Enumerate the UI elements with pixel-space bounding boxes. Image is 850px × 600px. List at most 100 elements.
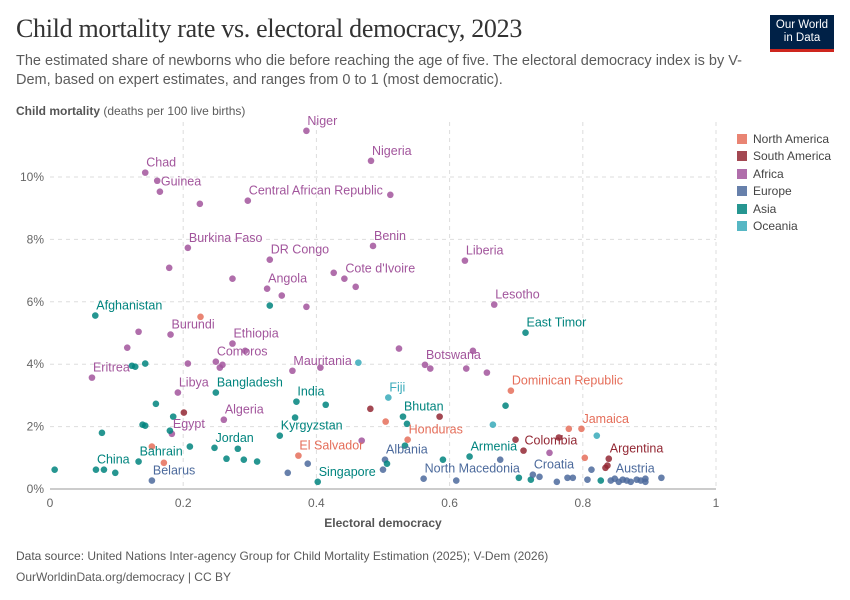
data-point[interactable]: [322, 401, 330, 409]
data-point[interactable]: [502, 402, 509, 409]
data-point[interactable]: [469, 347, 477, 355]
data-point[interactable]: [244, 197, 252, 205]
data-point[interactable]: [212, 389, 220, 396]
data-point[interactable]: [167, 331, 174, 338]
data-point[interactable]: [92, 466, 100, 473]
data-point[interactable]: [581, 454, 589, 462]
data-point[interactable]: [520, 447, 527, 454]
data-point[interactable]: [588, 466, 595, 473]
data-point[interactable]: [229, 340, 236, 347]
data-point[interactable]: [153, 177, 161, 185]
legend-item[interactable]: North America: [737, 130, 831, 148]
data-point[interactable]: [186, 443, 194, 450]
data-point[interactable]: [166, 427, 174, 434]
data-point[interactable]: [527, 476, 535, 483]
data-point[interactable]: [184, 244, 192, 252]
data-point[interactable]: [253, 458, 261, 465]
data-point[interactable]: [284, 469, 292, 477]
data-point[interactable]: [293, 398, 300, 405]
data-point[interactable]: [266, 256, 274, 263]
data-point[interactable]: [156, 188, 164, 195]
data-point[interactable]: [387, 191, 394, 199]
data-point[interactable]: [555, 434, 563, 441]
data-point[interactable]: [404, 436, 411, 444]
data-point[interactable]: [565, 425, 573, 433]
data-point[interactable]: [220, 416, 228, 424]
data-point[interactable]: [512, 436, 519, 444]
data-point[interactable]: [330, 269, 338, 277]
data-point[interactable]: [420, 475, 427, 483]
data-point[interactable]: [303, 303, 310, 311]
data-point[interactable]: [546, 449, 553, 457]
data-point[interactable]: [91, 312, 99, 319]
data-point[interactable]: [314, 478, 322, 486]
data-point[interactable]: [229, 275, 236, 283]
data-point[interactable]: [578, 425, 585, 433]
data-point[interactable]: [196, 200, 204, 208]
data-point[interactable]: [241, 347, 249, 355]
data-point[interactable]: [489, 421, 497, 429]
data-point[interactable]: [148, 477, 156, 484]
data-point[interactable]: [379, 466, 387, 473]
data-point[interactable]: [135, 458, 142, 465]
data-point[interactable]: [385, 394, 392, 401]
data-point[interactable]: [642, 478, 649, 486]
data-point[interactable]: [304, 460, 312, 468]
data-point[interactable]: [276, 432, 284, 439]
data-point[interactable]: [584, 476, 591, 483]
data-point[interactable]: [597, 477, 605, 484]
data-point[interactable]: [303, 127, 310, 135]
data-point[interactable]: [395, 345, 403, 352]
data-point[interactable]: [569, 474, 577, 482]
data-point[interactable]: [515, 474, 523, 482]
data-point[interactable]: [462, 365, 470, 372]
data-point[interactable]: [263, 285, 271, 292]
data-point[interactable]: [627, 478, 635, 486]
data-point[interactable]: [593, 432, 601, 439]
data-point[interactable]: [367, 157, 375, 165]
data-point[interactable]: [401, 442, 409, 449]
data-point[interactable]: [358, 437, 365, 444]
data-point[interactable]: [436, 413, 443, 420]
data-point[interactable]: [131, 363, 139, 370]
data-point[interactable]: [141, 169, 149, 176]
data-point[interactable]: [165, 264, 173, 272]
data-point[interactable]: [100, 466, 108, 473]
legend-item[interactable]: South America: [737, 148, 831, 166]
data-point[interactable]: [88, 374, 96, 381]
data-point[interactable]: [426, 365, 434, 372]
data-point[interactable]: [507, 387, 515, 395]
data-point[interactable]: [234, 445, 242, 453]
data-point[interactable]: [317, 364, 324, 371]
data-point[interactable]: [152, 400, 160, 408]
data-point[interactable]: [658, 474, 665, 482]
data-point[interactable]: [174, 389, 182, 396]
data-point[interactable]: [452, 477, 460, 484]
legend-item[interactable]: Asia: [737, 200, 831, 218]
data-point[interactable]: [169, 413, 177, 420]
data-point[interactable]: [197, 313, 204, 321]
data-point[interactable]: [382, 418, 389, 425]
data-point[interactable]: [461, 257, 469, 264]
license-link[interactable]: OurWorldinData.org/democracy | CC BY: [16, 570, 231, 584]
data-point[interactable]: [278, 292, 286, 299]
data-point[interactable]: [266, 302, 274, 309]
data-point[interactable]: [180, 409, 188, 416]
data-point[interactable]: [439, 456, 447, 463]
data-point[interactable]: [529, 471, 537, 478]
data-point[interactable]: [369, 242, 377, 250]
data-point[interactable]: [135, 328, 142, 336]
data-point[interactable]: [240, 456, 248, 463]
data-point[interactable]: [536, 473, 543, 481]
data-point[interactable]: [355, 359, 362, 366]
data-point[interactable]: [490, 301, 498, 308]
legend-item[interactable]: Africa: [737, 165, 831, 183]
data-point[interactable]: [367, 405, 374, 413]
data-point[interactable]: [466, 453, 473, 460]
legend-item[interactable]: Oceania: [737, 218, 831, 236]
data-point[interactable]: [341, 275, 348, 283]
data-point[interactable]: [399, 413, 407, 420]
data-point[interactable]: [564, 474, 571, 482]
data-point[interactable]: [111, 469, 119, 477]
data-point[interactable]: [522, 329, 529, 336]
